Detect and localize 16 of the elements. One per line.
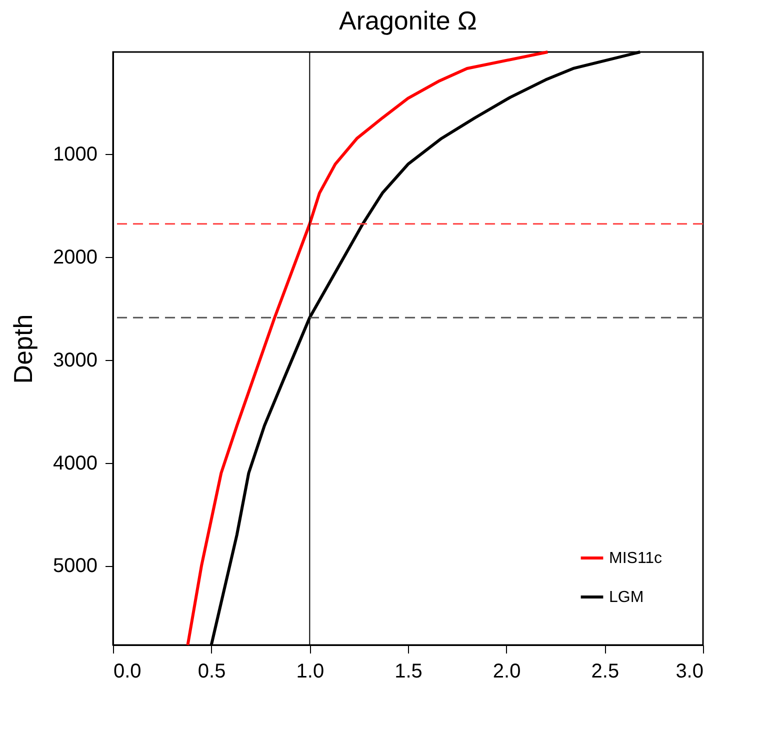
legend-label: MIS11c <box>609 550 662 567</box>
x-tick-label: 1.5 <box>394 660 422 682</box>
x-tick-label: 3.0 <box>676 660 704 682</box>
y-tick-label: 1000 <box>53 143 98 166</box>
y-axis-title: Depth <box>8 314 38 384</box>
y-tick-label: 2000 <box>53 246 98 268</box>
x-tick-label: 0.0 <box>114 660 142 682</box>
x-tick-label: 2.5 <box>591 660 620 682</box>
y-tick-label: 5000 <box>53 555 98 578</box>
y-tick-label: 4000 <box>53 452 98 474</box>
legend-label: LGM <box>609 589 644 606</box>
x-tick-label: 0.5 <box>198 660 226 682</box>
x-tick-label: 2.0 <box>492 660 521 682</box>
chart-title: Aragonite Ω <box>339 6 477 36</box>
x-tick-label: 1.0 <box>296 660 324 682</box>
y-tick-label: 3000 <box>53 349 98 372</box>
